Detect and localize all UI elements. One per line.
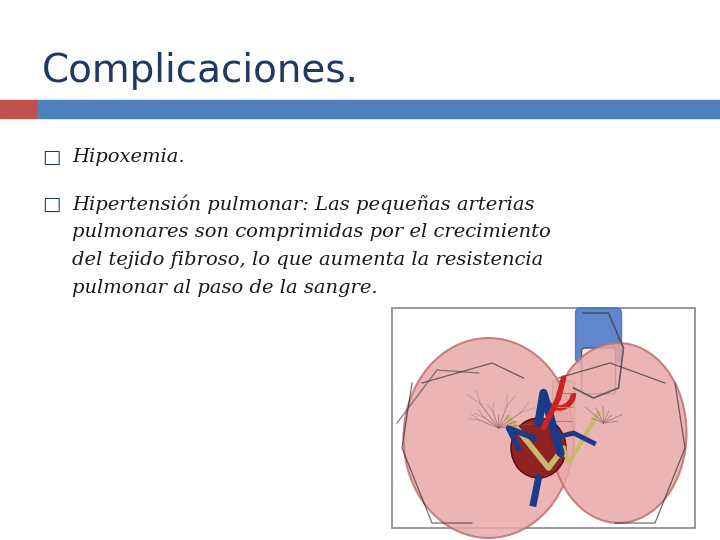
- FancyBboxPatch shape: [552, 381, 575, 450]
- FancyBboxPatch shape: [575, 308, 621, 363]
- Text: Hipoxemia.: Hipoxemia.: [72, 148, 184, 166]
- Bar: [392, 308, 695, 528]
- Text: □: □: [42, 195, 60, 214]
- Bar: [38, 100, 720, 118]
- Text: Complicaciones.: Complicaciones.: [42, 52, 359, 90]
- Text: pulmonares son comprimidas por el crecimiento: pulmonares son comprimidas por el crecim…: [72, 223, 551, 241]
- Ellipse shape: [511, 418, 566, 478]
- Text: □: □: [42, 148, 60, 167]
- Ellipse shape: [403, 338, 574, 538]
- Text: del tejido fibroso, lo que aumenta la resistencia: del tejido fibroso, lo que aumenta la re…: [72, 251, 544, 269]
- Bar: [0, 100, 38, 118]
- Text: pulmonar al paso de la sangre.: pulmonar al paso de la sangre.: [72, 279, 377, 297]
- Ellipse shape: [551, 343, 686, 523]
- Text: Hipertensión pulmonar: Las pequeñas arterias: Hipertensión pulmonar: Las pequeñas arte…: [72, 195, 534, 214]
- FancyBboxPatch shape: [582, 348, 616, 394]
